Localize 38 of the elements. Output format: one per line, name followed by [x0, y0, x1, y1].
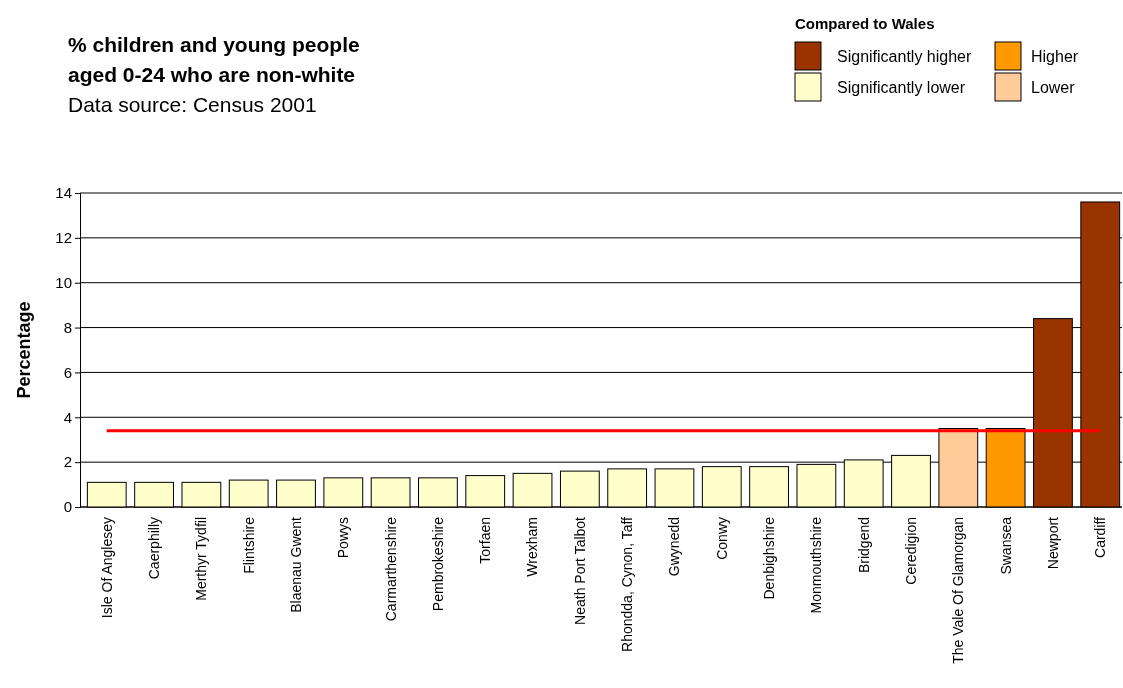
x-tick-label: Conwy	[713, 517, 730, 560]
x-tick-label: Caerphilly	[145, 517, 162, 580]
legend-label: Significantly higher	[837, 48, 972, 65]
x-tick-label: Merthyr Tydfil	[193, 517, 210, 601]
legend-title: Compared to Wales	[795, 15, 935, 32]
x-tick-label: Torfaen	[477, 517, 494, 564]
x-tick-label: Newport	[1044, 516, 1061, 570]
y-tick-label: 6	[63, 363, 72, 381]
x-tick-label: Wrexham	[524, 517, 541, 577]
chart-title: % children and young people aged 0-24 who are non-white	[68, 33, 360, 86]
x-tick-label: Flintshire	[240, 516, 257, 574]
x-tick-label: Neath Port Talbot	[571, 516, 588, 625]
x-tick-label: Monmouthshire	[808, 516, 825, 614]
y-tick-label: 4	[63, 408, 72, 426]
y-tick-label: 12	[55, 229, 72, 247]
x-tick-label: Blaenau Gwent	[287, 516, 304, 613]
x-tick-label: Denbighshire	[760, 516, 777, 600]
legend-label: Significantly lower	[837, 79, 966, 96]
y-tick-label: 14	[55, 184, 72, 202]
x-tick-label: The Vale Of Glamorgan	[950, 517, 967, 664]
x-tick-label: Gwynedd	[666, 517, 683, 577]
y-tick-label: 8	[63, 318, 72, 336]
x-tick-label: Powys	[335, 517, 352, 559]
x-tick-label: Ceredigion	[902, 517, 919, 585]
y-tick-label: 0	[63, 498, 72, 516]
x-tick-label: Rhondda, Cynon, Taff	[619, 516, 636, 652]
y-tick-label: 2	[63, 453, 72, 471]
y-tick-label: 10	[55, 274, 72, 292]
x-tick-label: Pembrokeshire	[429, 516, 446, 612]
chart-subtitle: Data source: Census 2001	[68, 93, 317, 116]
legend-label: Lower	[1031, 79, 1076, 96]
legend-label: Higher	[1031, 48, 1079, 65]
y-axis-title: Percentage	[14, 301, 34, 399]
x-tick-label: Cardiff	[1092, 516, 1109, 558]
x-tick-label: Bridgend	[855, 517, 872, 574]
x-tick-label: Swansea	[997, 516, 1014, 575]
x-tick-label: Carmarthenshire	[382, 516, 399, 622]
x-tick-label: Isle Of Anglesey	[98, 517, 115, 619]
